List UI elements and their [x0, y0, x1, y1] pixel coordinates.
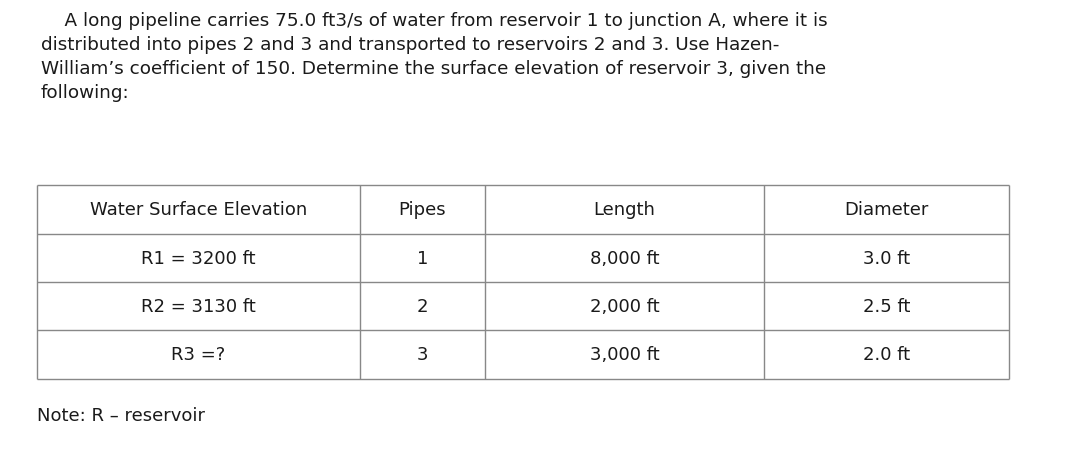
Text: Diameter: Diameter — [844, 201, 928, 219]
Text: Note: R – reservoir: Note: R – reservoir — [37, 406, 205, 424]
Text: Water Surface Elevation: Water Surface Elevation — [90, 201, 308, 219]
Text: R1 = 3200 ft: R1 = 3200 ft — [141, 249, 255, 267]
Text: 2: 2 — [417, 297, 428, 315]
Text: 1: 1 — [417, 249, 428, 267]
Text: 3,000 ft: 3,000 ft — [590, 346, 659, 364]
Text: 2.5 ft: 2.5 ft — [863, 297, 910, 315]
Text: Pipes: Pipes — [398, 201, 446, 219]
Text: 8,000 ft: 8,000 ft — [590, 249, 659, 267]
Text: R2 = 3130 ft: R2 = 3130 ft — [141, 297, 256, 315]
Text: 2.0 ft: 2.0 ft — [863, 346, 910, 364]
Text: A long pipeline carries 75.0 ft3/s of water from reservoir 1 to junction A, wher: A long pipeline carries 75.0 ft3/s of wa… — [41, 11, 828, 102]
Text: 3.0 ft: 3.0 ft — [863, 249, 910, 267]
Text: R3 =?: R3 =? — [171, 346, 225, 364]
Text: 2,000 ft: 2,000 ft — [590, 297, 659, 315]
Text: 3: 3 — [417, 346, 428, 364]
Text: Length: Length — [594, 201, 656, 219]
